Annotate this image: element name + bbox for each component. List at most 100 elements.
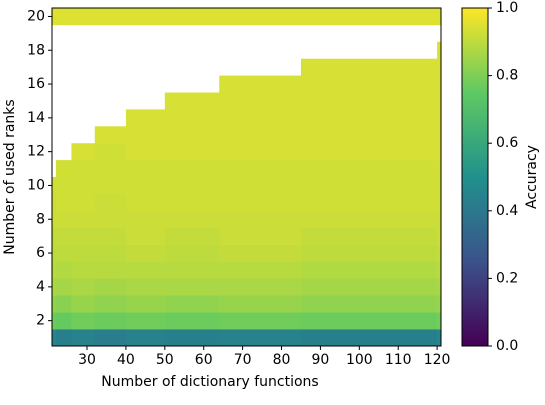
x-tick-label: 80 [273,352,291,368]
x-tick-label: 40 [117,352,135,368]
heatmap-cell [94,312,127,330]
heatmap-cell [94,261,127,279]
x-tick-label: 110 [385,352,412,368]
y-tick-label: 6 [36,245,45,261]
heatmap-cell [71,160,96,178]
heatmap-cell [55,210,72,228]
heatmap-cell [300,227,438,245]
heatmap-cell [125,329,166,347]
heatmap-cell [219,143,302,161]
heatmap-cell [300,58,438,76]
heatmap-cell [71,210,96,228]
heatmap-cell [164,244,220,262]
heatmap-cell [300,160,438,178]
heatmap-cell [164,177,220,195]
heatmap-cell [71,261,96,279]
heatmap-cell [52,312,57,330]
x-tick-label: 100 [346,352,373,368]
heatmap-cell [52,278,57,296]
heatmap-cell [94,278,127,296]
heatmap-cell [125,210,166,228]
heatmap-cell [71,227,96,245]
heatmap-cell [55,312,72,330]
heatmap-cell [125,261,166,279]
heatmap-cell [300,109,438,127]
heatmap-cell [219,244,302,262]
heatmap-cell [164,92,220,110]
heatmap-cell [437,177,442,195]
x-tick-label: 70 [234,352,252,368]
heatmap-cell [125,160,166,178]
heatmap-cell [94,126,127,144]
heatmap-cell [125,109,166,127]
heatmap-cell [94,177,127,195]
heatmap-cell [219,193,302,212]
colorbar-tick-label: 0.0 [496,338,518,354]
heatmap-cell [52,210,57,228]
y-axis-label: Number of used ranks [2,99,18,254]
heatmap-cell [55,193,72,212]
x-tick-label: 90 [311,352,329,368]
heatmap-cell [300,177,438,195]
x-tick-label: 60 [195,352,213,368]
heatmap-cell [300,143,438,161]
heatmap-cell [94,143,127,161]
y-tick-label: 4 [36,279,45,295]
heatmap-cell [437,126,442,144]
heatmap-cell [437,278,442,296]
colorbar-tick-label: 0.8 [496,68,518,84]
heatmap-cell [300,210,438,228]
y-tick-label: 12 [27,144,45,160]
heatmap-cell [300,261,438,279]
heatmap-cell [94,210,127,228]
y-tick-label: 20 [27,8,45,24]
heatmap-cell [94,193,127,212]
heatmap-cell [300,278,438,296]
heatmap-cell [219,160,302,178]
heatmap-cell [125,227,166,245]
heatmap-cell [125,295,166,313]
heatmap-cell [55,261,72,279]
heatmap-cell [300,312,438,330]
x-tick-label: 120 [424,352,451,368]
heatmap-cell [164,160,220,178]
heatmap-cell [71,244,96,262]
heatmap-cell [437,261,442,279]
heatmap-cell [300,295,438,313]
heatmap-cell [125,126,166,144]
heatmap-cell [125,312,166,330]
y-tick-label: 14 [27,110,45,126]
colorbar-tick-label: 0.2 [496,270,518,286]
heatmap-cell [71,177,96,195]
heatmap-cell [94,8,127,26]
heatmap-cell [219,227,302,245]
heatmap-cell [437,193,442,212]
heatmap-cell [219,177,302,195]
heatmap-cell [437,227,442,245]
y-tick-label: 10 [27,177,45,193]
y-tick-label: 2 [36,313,45,329]
heatmap-cell [437,92,442,110]
colorbar-label: Accuracy [524,145,540,209]
heatmap-cell [437,210,442,228]
heatmap-cell [94,160,127,178]
heatmap-cell [55,177,72,195]
heatmap-cell [71,329,96,347]
heatmap-cell [437,75,442,93]
heatmap-cell [164,329,220,347]
x-tick-label: 50 [156,352,174,368]
heatmap-cell [300,92,438,110]
colorbar-tick-label: 0.6 [496,135,518,151]
heatmap-cell [437,58,442,76]
heatmap-cell [164,109,220,127]
heatmap-cell [52,329,57,347]
heatmap-cell [437,160,442,178]
heatmap-cell [437,109,442,127]
plot-frame [51,7,442,347]
heatmap-cell [219,126,302,144]
heatmap-cell [52,244,57,262]
heatmap-cell [55,329,72,347]
heatmap-cell [55,295,72,313]
heatmap-cell [55,160,72,178]
heatmap-cell [71,312,96,330]
